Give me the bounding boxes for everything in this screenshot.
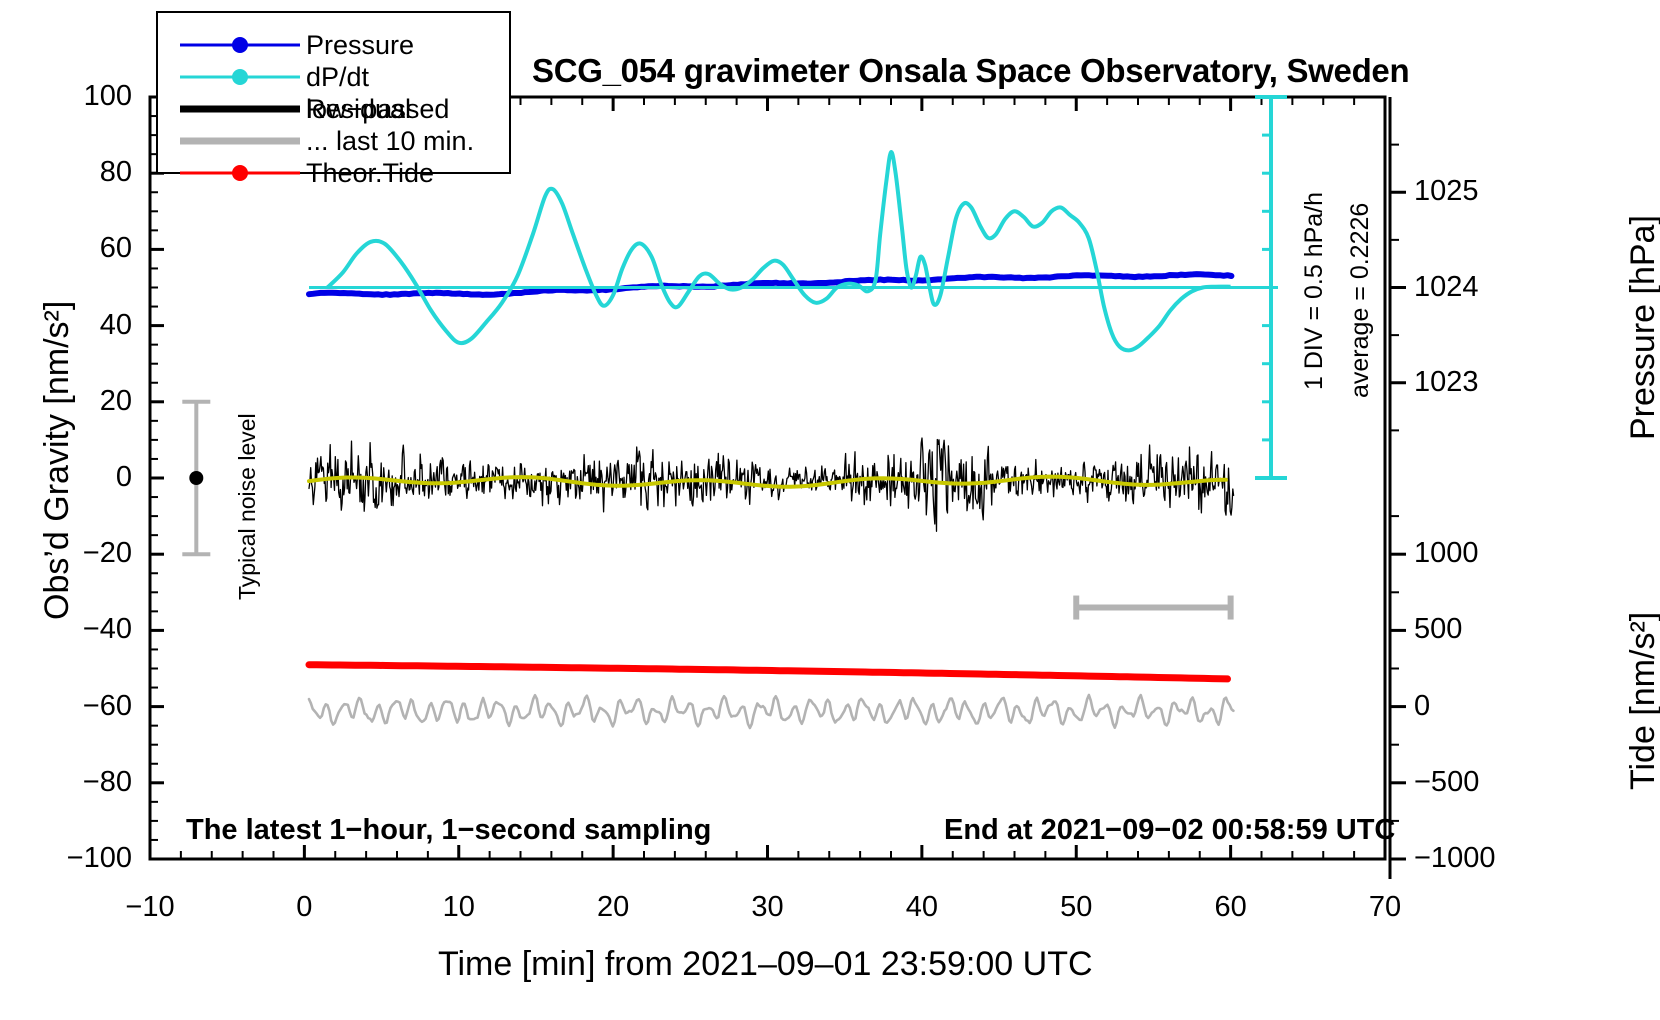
legend-label-last10: ... last 10 min. [306,126,475,156]
series-pressure [306,271,1235,298]
series-last10min [307,693,1235,730]
tick-label: 500 [1414,613,1463,646]
footer-left-text: The latest 1−hour, 1−second sampling [186,814,712,846]
page-title: SCG_054 gravimeter Onsala Space Observat… [532,52,1410,89]
legend-label-pressure: Pressure [306,30,415,60]
tick-label: −20 [82,537,132,570]
tick-label: 20 [596,891,630,923]
series-dpdt [326,150,1231,353]
average-label: average = 0.2226 [1346,202,1374,398]
tick-label: 20 [99,384,132,417]
legend-swatch-pressure [180,37,300,53]
series-residual-smooth [307,474,1228,489]
tick-label: −40 [82,613,132,646]
tick-label: 1024 [1414,270,1479,303]
tick-label: 100 [83,80,132,112]
tick-label: 50 [1060,891,1093,923]
y-axis-title-pressure: Pressure [hPa] [1624,215,1660,440]
legend-item-dpdt[interactable]: dP/dt low−passed [158,61,509,124]
tick-label: 30 [751,891,784,923]
tick-label: 70 [1368,891,1402,923]
series-residual [308,437,1235,532]
tick-label: 60 [99,232,132,265]
tick-label: −80 [82,765,132,798]
legend-swatch-dpdt [180,69,300,85]
tick-label: 60 [1214,891,1247,923]
tick-label: 40 [99,308,132,341]
noise-center-dot [189,471,204,485]
footer-right-text: End at 2021−09−02 00:58:59 UTC [944,814,1396,846]
tick-label: −100 [66,842,132,874]
noise-level-label: Typical noise level [234,413,260,600]
legend-item-residual[interactable]: Residual [158,93,509,125]
legend-label-theortide: Theor.Tide [306,158,435,188]
y-axis-title-tide: Tide [nm/s²] [1624,611,1660,790]
x-axis-title: Time [min] from 2021–09–01 23:59:00 UTC [438,945,1093,983]
tick-label: 80 [99,156,132,189]
tick-label: 1023 [1414,365,1479,398]
tick-label: −60 [82,689,132,722]
legend-swatch-theortide [180,165,300,181]
tick-label: 0 [1414,689,1431,722]
tick-label: 40 [905,891,939,923]
div-scale-label: 1 DIV = 0.5 hPa/h [1300,191,1328,390]
legend: Pressure dP/dt low−passed Residual ... l… [156,11,511,188]
legend-swatch-residual [180,105,300,113]
legend-swatch-last10 [180,137,300,145]
series-theor-tide [305,661,1231,683]
legend-item-theortide[interactable]: Theor.Tide [158,157,509,189]
y-axis-title-left: Obs’d Gravity [nm/s²] [38,300,76,620]
legend-item-last10[interactable]: ... last 10 min. [158,125,509,157]
tick-label: 1000 [1414,537,1479,570]
legend-label-residual: Residual [306,94,412,124]
tick-label: 0 [115,461,132,493]
tick-label: −10 [125,891,175,923]
tick-label: 10 [442,891,475,923]
tick-label: 1025 [1414,175,1479,208]
tick-label: −500 [1414,765,1480,798]
tick-label: 0 [296,891,313,923]
legend-item-pressure[interactable]: Pressure [158,29,509,61]
tick-label: −1000 [1414,842,1496,874]
legend-label-dpdt: dP/dt low−passed [306,62,450,124]
